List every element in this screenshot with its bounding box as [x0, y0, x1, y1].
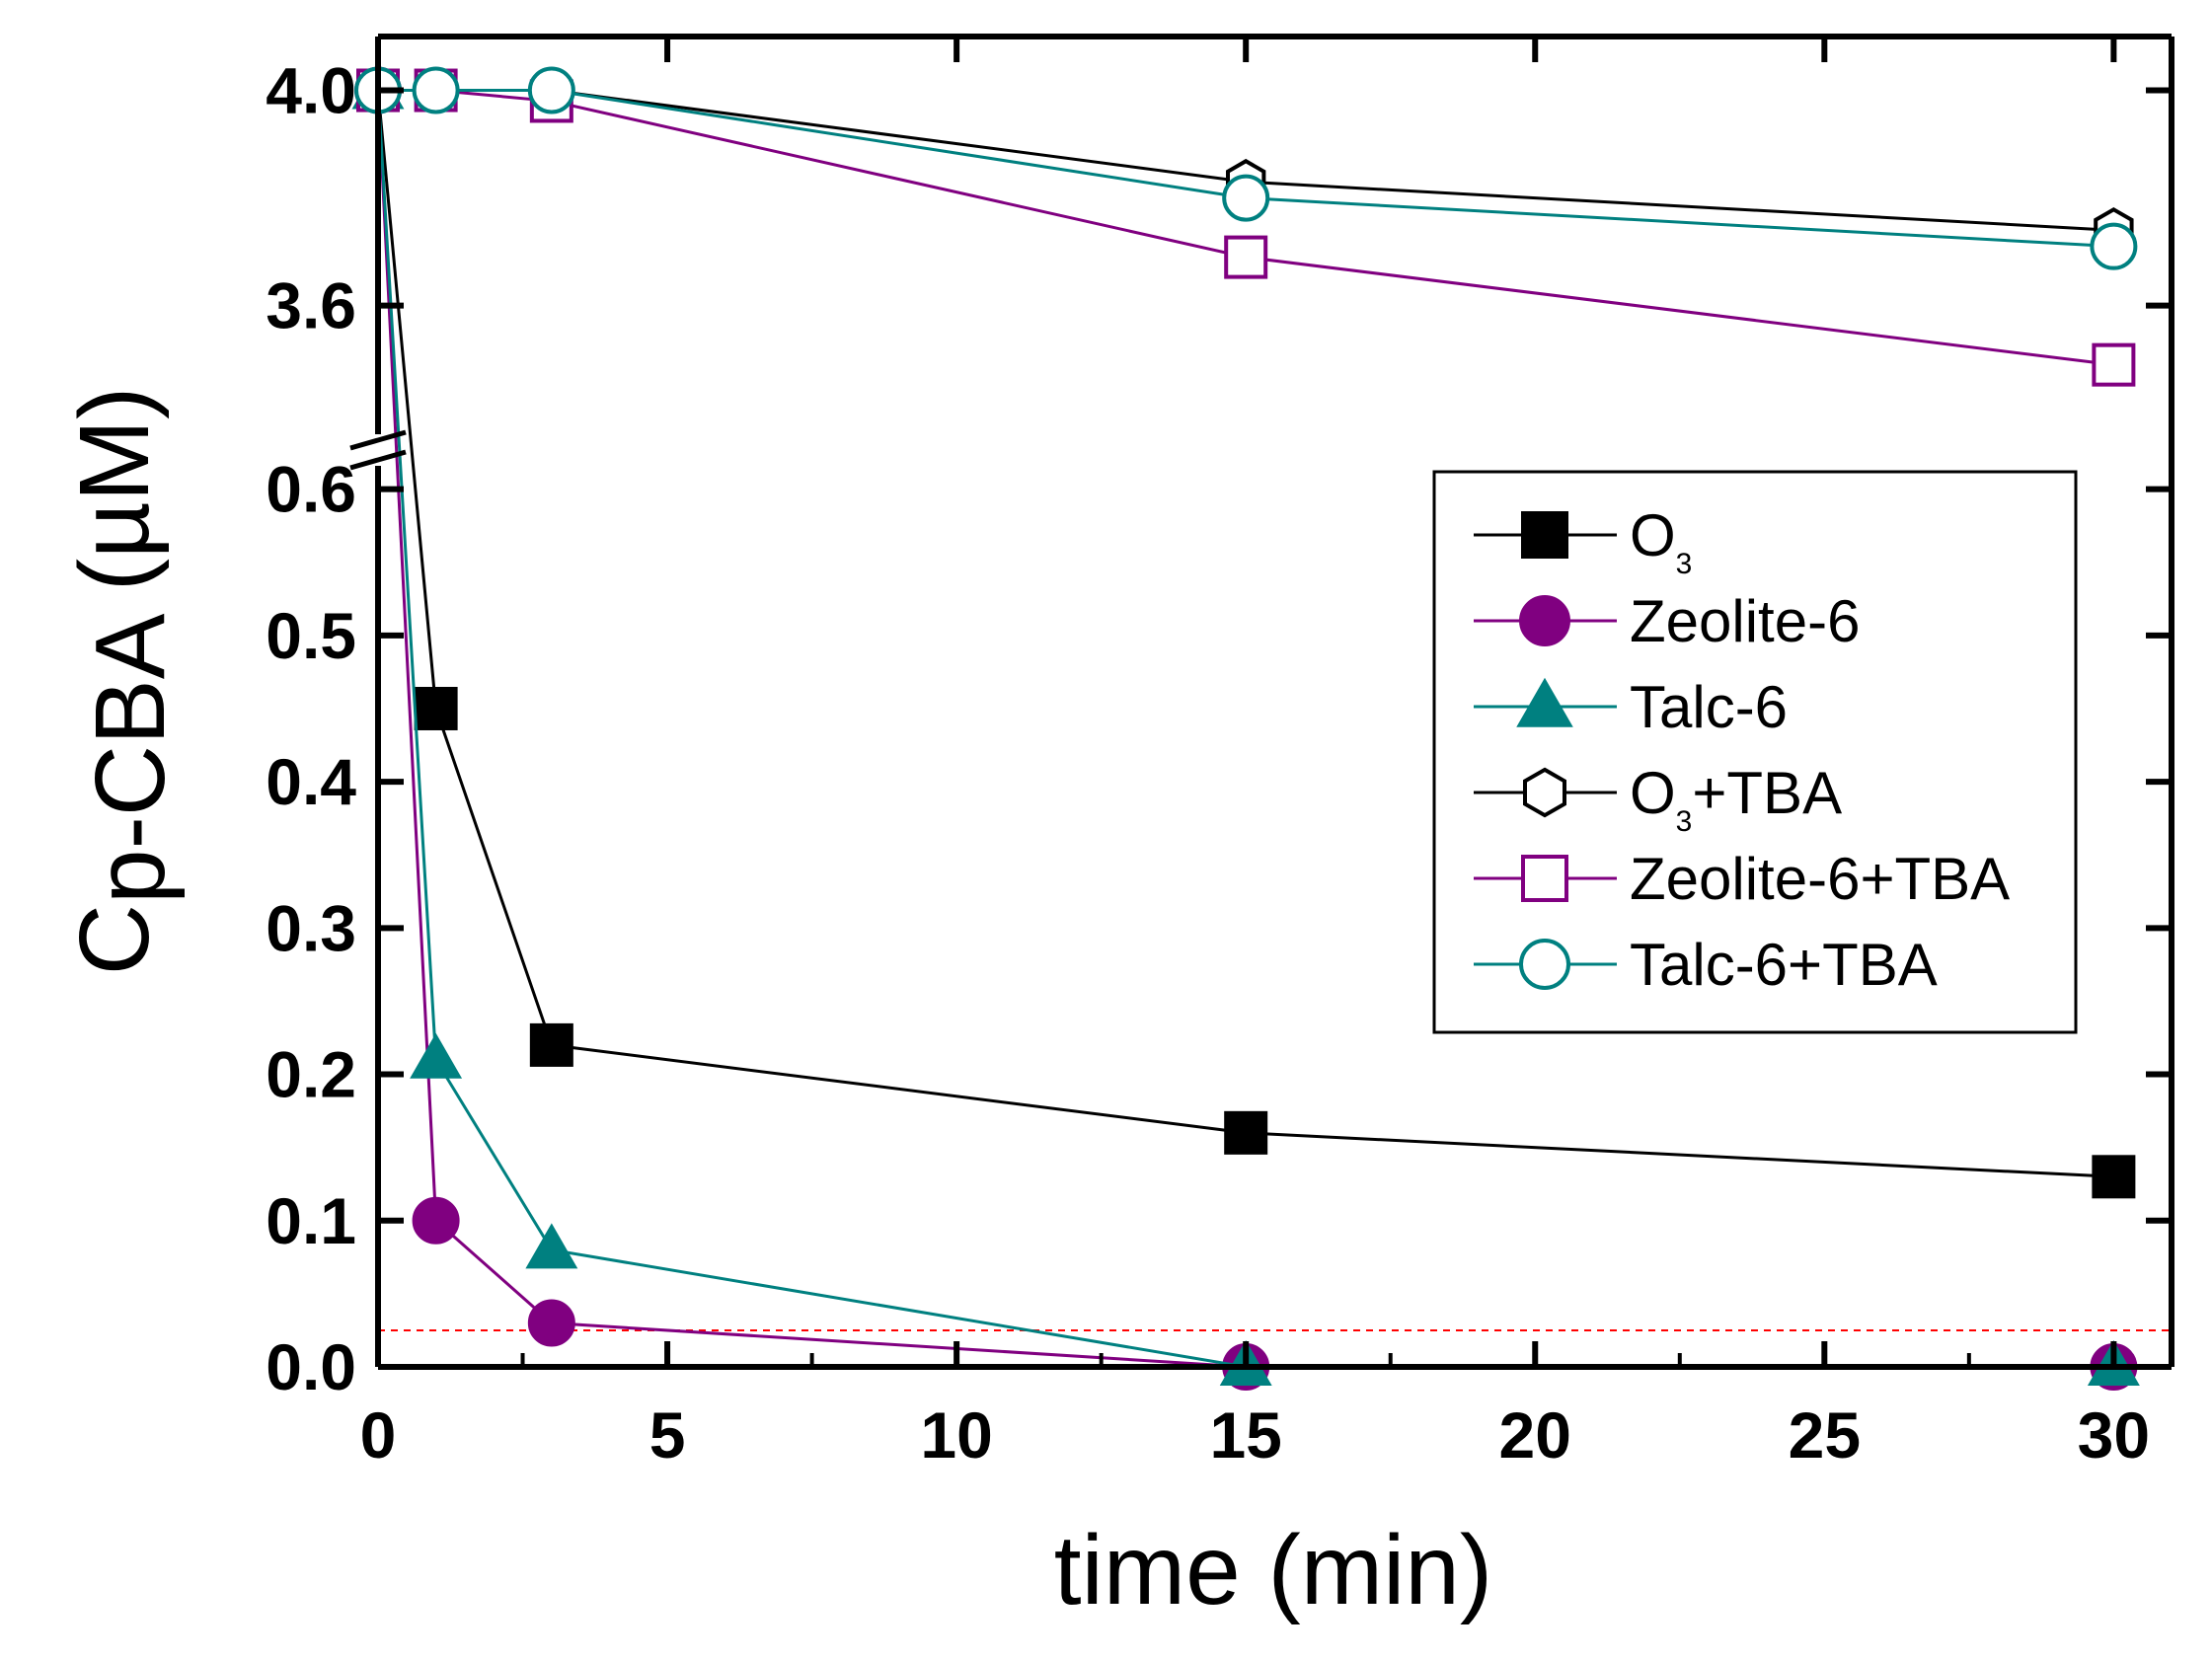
legend-label-suffix-3: +TBA: [1692, 760, 1842, 826]
data-point-1-2: [527, 1299, 575, 1347]
legend-label-name-2: Talc-6: [1630, 674, 1788, 740]
y-tick-label-lower-4: 0.4: [266, 745, 356, 818]
legend-label-4: Zeolite-6+TBA: [1630, 846, 2010, 912]
legend-entry-4: Zeolite-6+TBA: [1474, 846, 2010, 912]
data-point-5-3: [1222, 174, 1270, 222]
y-tick-label-lower-6: 0.6: [266, 453, 356, 526]
legend-marker-1: [1519, 595, 1570, 646]
x-tick-label-5: 25: [1789, 1398, 1861, 1472]
y-axis-title: Cp-CBA (µM): [59, 387, 186, 976]
axes-layer: 0 5 10 15 20 25 30 0.0 0.1 0.2 0.3 0.4 0.5 0.6 3.6 4.0: [266, 34, 2174, 1472]
legend-label-name-0: O: [1630, 502, 1676, 568]
legend-label-subscript-0: 3: [1676, 548, 1693, 580]
y-axis-title-main: C: [59, 904, 170, 975]
legend: O3Zeolite-6Talc-6O3+TBAZeolite-6+TBATalc…: [1432, 470, 2078, 1034]
data-point-0-4: [2092, 1155, 2136, 1199]
x-tick-label-1: 5: [649, 1398, 686, 1472]
data-point-5-4: [2090, 222, 2138, 270]
legend-entry-2: Talc-6: [1474, 674, 1788, 740]
data-point-2-2: [525, 1223, 578, 1269]
data-point-0-2: [529, 1022, 573, 1067]
legend-label-3: O3+TBA: [1630, 760, 1842, 838]
legend-marker-4: [1521, 855, 1568, 902]
legend-marker-2: [1516, 677, 1573, 727]
y-tick-label-upper-1: 4.0: [266, 54, 356, 127]
data-point-1-1: [412, 1196, 460, 1245]
legend-label-name-4: Zeolite-6+TBA: [1630, 846, 2010, 912]
legend-entry-0: O3: [1474, 502, 1692, 580]
series-5: [354, 66, 2138, 270]
y-tick-label-lower-3: 0.3: [266, 891, 356, 964]
legend-label-5: Talc-6+TBA: [1630, 932, 1938, 998]
legend-label-name-3: O: [1630, 760, 1676, 826]
legend-marker-5: [1519, 939, 1570, 990]
y-tick-label-lower-5: 0.5: [266, 599, 356, 672]
legend-marker-0: [1521, 511, 1568, 559]
legend-entry-1: Zeolite-6: [1474, 588, 1860, 654]
data-point-5-1: [412, 66, 460, 114]
series-layer: [351, 63, 2140, 1391]
series-line-4: [378, 89, 2114, 367]
legend-marker-3: [1522, 767, 1567, 818]
legend-label-2: Talc-6: [1630, 674, 1788, 740]
y-tick-label-lower-1: 0.1: [266, 1184, 356, 1257]
x-tick-label-6: 30: [2078, 1398, 2150, 1472]
data-point-0-1: [414, 686, 458, 730]
y-axis-title-unit: (µM): [59, 387, 170, 619]
series-3: [357, 67, 2134, 254]
y-tick-label-lower-2: 0.2: [266, 1038, 356, 1111]
legend-entry-3: O3+TBA: [1474, 760, 1842, 838]
y-axis-title-subscript: p-CBA: [75, 613, 186, 904]
y-tick-label-upper-0: 3.6: [266, 269, 356, 342]
legend-label-0: O3: [1630, 502, 1692, 580]
data-point-5-2: [527, 66, 575, 114]
x-tick-label-3: 15: [1209, 1398, 1281, 1472]
data-point-4-4: [2092, 342, 2136, 387]
axis-break-mark-lower: [349, 449, 407, 471]
legend-label-name-1: Zeolite-6: [1630, 588, 1860, 654]
legend-label-1: Zeolite-6: [1630, 588, 1860, 654]
data-point-4-3: [1224, 235, 1268, 279]
series-4: [356, 68, 2136, 387]
data-point-2-1: [410, 1032, 463, 1079]
x-tick-label-0: 0: [360, 1398, 397, 1472]
y-tick-label-lower-0: 0.0: [266, 1330, 356, 1403]
data-point-0-3: [1224, 1110, 1268, 1155]
legend-entry-5: Talc-6+TBA: [1474, 932, 1938, 998]
legend-label-subscript-3: 3: [1676, 805, 1693, 838]
legend-label-name-5: Talc-6+TBA: [1630, 932, 1938, 998]
x-tick-label-4: 20: [1499, 1398, 1571, 1472]
axis-break-mark-upper: [349, 429, 407, 451]
x-tick-label-2: 10: [920, 1398, 992, 1472]
x-axis-title: time (min): [1054, 1515, 1492, 1625]
